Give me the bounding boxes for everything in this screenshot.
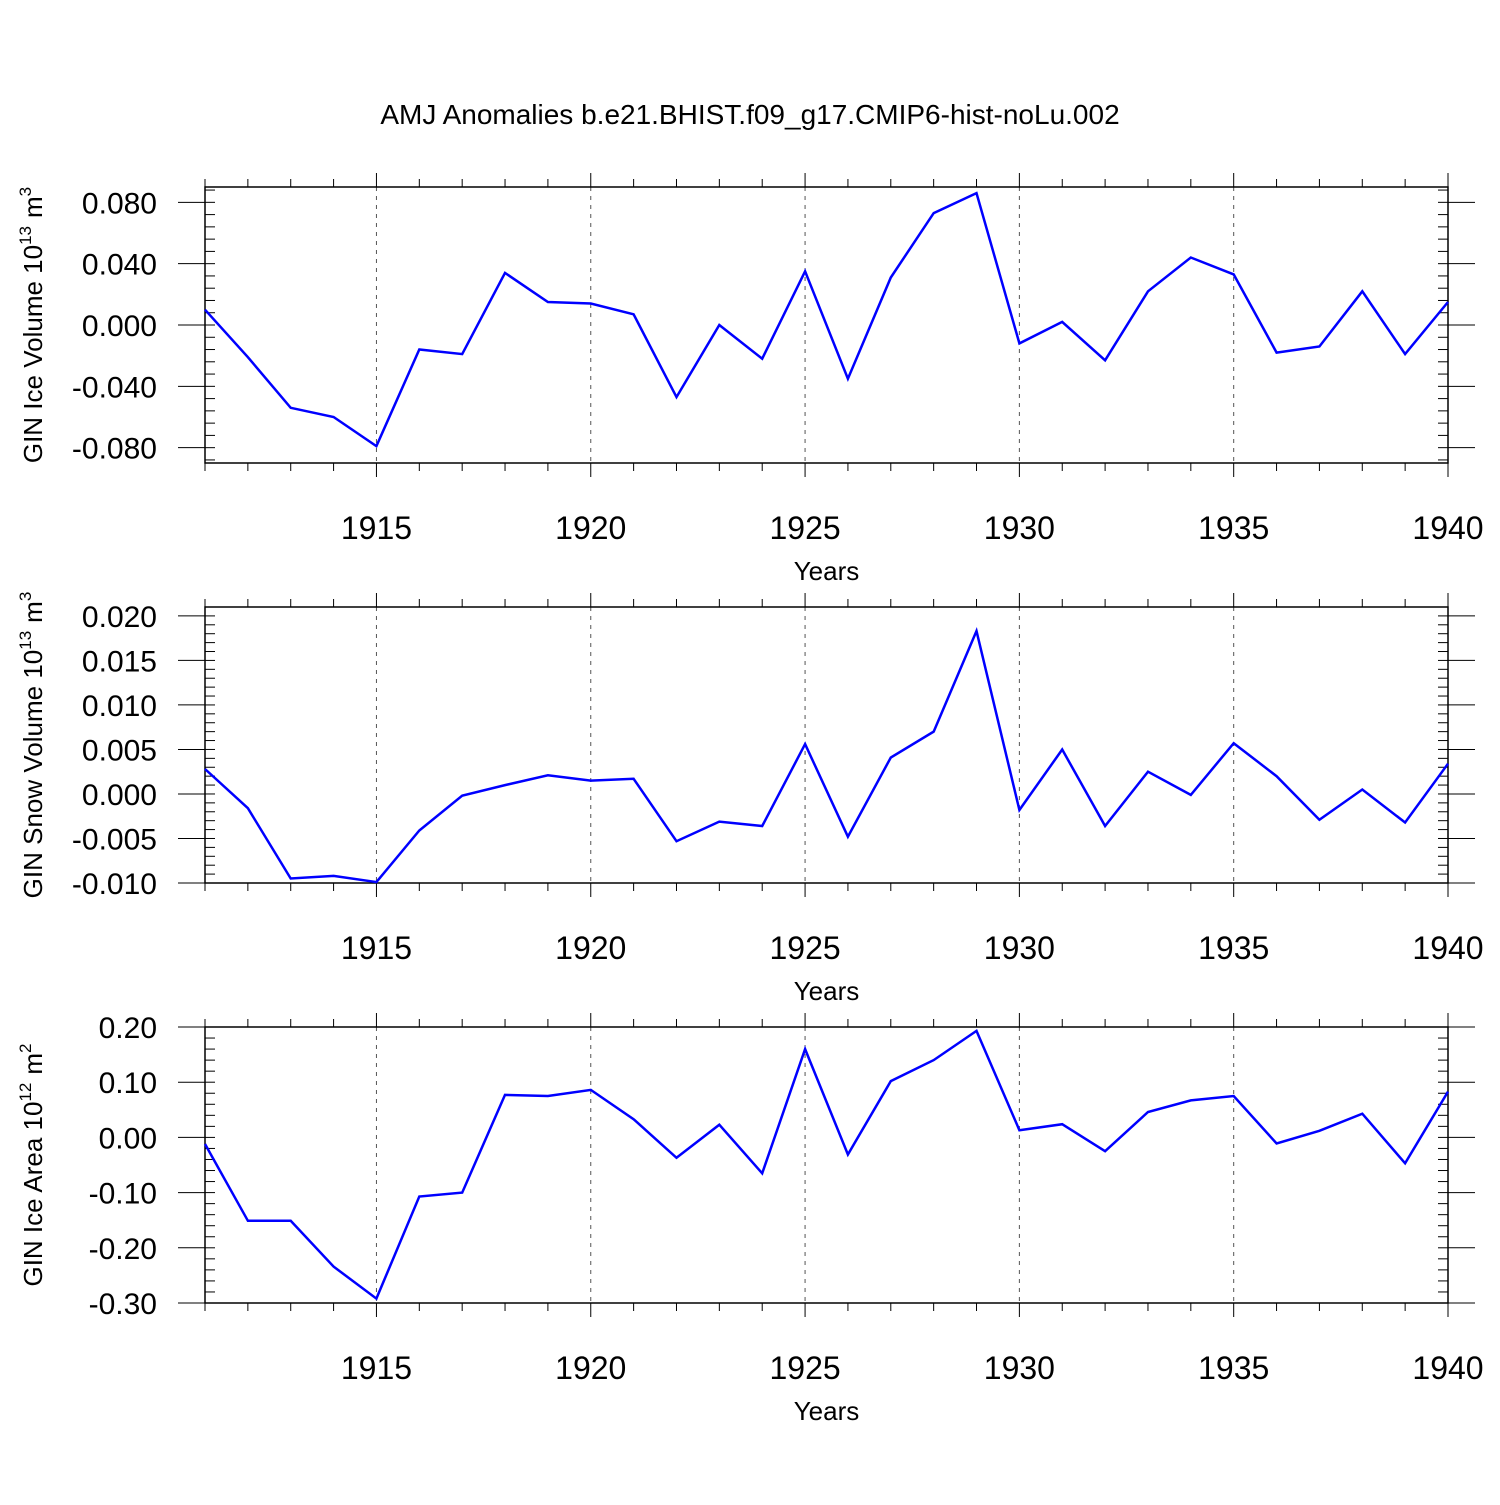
x-axis-label: Years: [794, 1396, 860, 1426]
x-tick-label: 1930: [984, 1350, 1055, 1386]
panel-1: -0.080 -0.040 0.000 0.040 0.080 1915 1920 1925 1…: [16, 173, 1484, 586]
plot-frame: [204, 1026, 1449, 1304]
plot-frame: [204, 606, 1449, 884]
y-tick-label: 0.005: [82, 734, 157, 767]
y-tick-label: -0.10: [89, 1178, 157, 1211]
x-tick-label: 1925: [769, 930, 840, 966]
panels: -0.080 -0.040 0.000 0.040 0.080 1915 1920 1925 1…: [16, 173, 1484, 1426]
x-tick-label: 1925: [769, 1350, 840, 1386]
y-axis-label-text: GIN Snow Volume 10: [18, 650, 48, 899]
x-tick-label: 1920: [555, 930, 626, 966]
y-axis-label-unit-exponent: 2: [16, 1043, 35, 1052]
x-tick-label: 1940: [1412, 930, 1483, 966]
y-axis-label-unit: m: [18, 601, 48, 623]
y-axis-label: GIN Snow Volume 1013 m3: [16, 592, 48, 899]
x-tick-label: 1920: [555, 510, 626, 546]
panel-2: -0.010 -0.005 0.000 0.005 0.010 0.015 0.020 191…: [16, 592, 1484, 1006]
y-tick-label: 0.20: [99, 1012, 157, 1045]
x-axis-label: Years: [794, 976, 860, 1006]
y-axis-label-exponent: 13: [16, 631, 35, 650]
y-axis-label: GIN Ice Volume 1013 m3: [16, 187, 48, 463]
y-tick-label: -0.040: [72, 371, 157, 404]
series-line: [204, 627, 1450, 884]
y-axis-label-unit-exponent: 3: [16, 187, 35, 196]
panel-3: -0.30 -0.20 -0.10 0.00 0.10 0.20 1915 1920 1925 1…: [16, 1012, 1484, 1426]
x-tick-label: 1930: [984, 510, 1055, 546]
y-axis-label-text: GIN Ice Area 10: [18, 1102, 48, 1287]
x-tick-label: 1915: [341, 510, 412, 546]
y-axis-label-exponent: 13: [16, 226, 35, 245]
y-tick-label: 0.010: [82, 690, 157, 723]
y-tick-label: 0.00: [99, 1122, 157, 1155]
x-axis-label: Years: [794, 556, 860, 586]
y-tick-label: 0.015: [82, 645, 157, 678]
series-line: [203, 1029, 1450, 1301]
y-axis-label-exponent: 12: [16, 1083, 35, 1102]
x-tick-label: 1935: [1198, 1350, 1269, 1386]
x-tick-label: 1930: [984, 930, 1055, 966]
y-axis-label-unit-exponent: 3: [16, 592, 35, 601]
x-tick-label: 1935: [1198, 510, 1269, 546]
y-tick-label: 0.040: [82, 249, 157, 282]
y-tick-label: -0.080: [72, 433, 157, 466]
x-tick-label: 1915: [341, 930, 412, 966]
x-tick-label: 1925: [769, 510, 840, 546]
y-tick-label: 0.080: [82, 187, 157, 220]
y-tick-label: 0.000: [82, 310, 157, 343]
x-tick-label: 1940: [1412, 510, 1483, 546]
y-tick-label: 0.10: [99, 1067, 157, 1100]
y-axis-label: GIN Ice Area 1012 m2: [16, 1043, 48, 1286]
chart-title: AMJ Anomalies b.e21.BHIST.f09_g17.CMIP6-…: [380, 99, 1119, 130]
y-axis-label-unit: m: [18, 1053, 48, 1075]
y-tick-label: -0.005: [72, 823, 157, 856]
y-tick-label: -0.30: [89, 1288, 157, 1321]
y-tick-label: -0.010: [72, 868, 157, 901]
y-axis-label-text: GIN Ice Volume 10: [18, 245, 48, 463]
x-tick-label: 1915: [341, 1350, 412, 1386]
x-tick-label: 1940: [1412, 1350, 1483, 1386]
series-line: [204, 191, 1449, 448]
y-tick-label: 0.020: [82, 601, 157, 634]
x-tick-label: 1920: [555, 1350, 626, 1386]
y-tick-label: 0.000: [82, 779, 157, 812]
x-tick-label: 1935: [1198, 930, 1269, 966]
y-axis-label-unit: m: [18, 196, 48, 218]
y-tick-label: -0.20: [89, 1233, 157, 1266]
